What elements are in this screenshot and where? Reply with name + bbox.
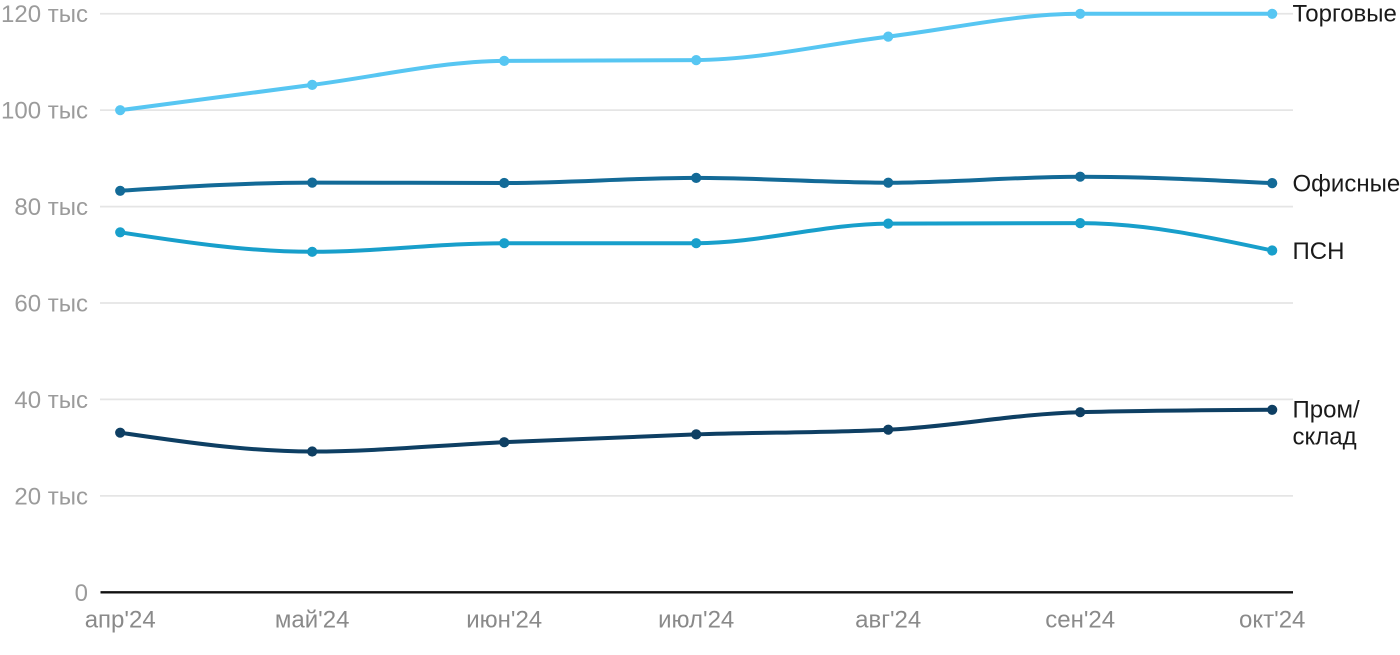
svg-text:40 тыс: 40 тыс: [14, 387, 88, 414]
svg-text:июл'24: июл'24: [658, 607, 734, 634]
svg-text:авг'24: авг'24: [855, 607, 921, 634]
svg-text:100 тыс: 100 тыс: [1, 98, 88, 125]
svg-text:склад: склад: [1293, 424, 1357, 451]
svg-text:июн'24: июн'24: [466, 607, 542, 634]
svg-text:20 тыс: 20 тыс: [14, 483, 88, 510]
svg-text:Офисные: Офисные: [1293, 171, 1400, 198]
svg-text:сен'24: сен'24: [1045, 607, 1115, 634]
svg-text:апр'24: апр'24: [85, 607, 156, 634]
svg-text:120 тыс: 120 тыс: [1, 1, 88, 28]
svg-text:80 тыс: 80 тыс: [14, 194, 88, 221]
svg-text:60 тыс: 60 тыс: [14, 290, 88, 317]
svg-text:ПСН: ПСН: [1293, 238, 1345, 265]
svg-text:окт'24: окт'24: [1239, 607, 1305, 634]
svg-text:Пром/: Пром/: [1293, 397, 1360, 424]
svg-text:Торговые: Торговые: [1293, 1, 1397, 28]
svg-text:0: 0: [75, 580, 88, 607]
svg-text:май'24: май'24: [275, 607, 350, 634]
